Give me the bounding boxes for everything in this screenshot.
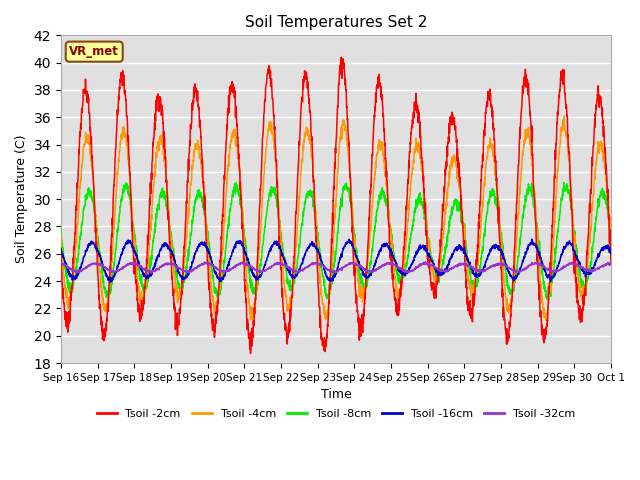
X-axis label: Time: Time bbox=[321, 388, 351, 401]
Text: VR_met: VR_met bbox=[69, 45, 119, 58]
Title: Soil Temperatures Set 2: Soil Temperatures Set 2 bbox=[245, 15, 428, 30]
Y-axis label: Soil Temperature (C): Soil Temperature (C) bbox=[15, 135, 28, 264]
Legend: Tsoil -2cm, Tsoil -4cm, Tsoil -8cm, Tsoil -16cm, Tsoil -32cm: Tsoil -2cm, Tsoil -4cm, Tsoil -8cm, Tsoi… bbox=[92, 404, 580, 423]
